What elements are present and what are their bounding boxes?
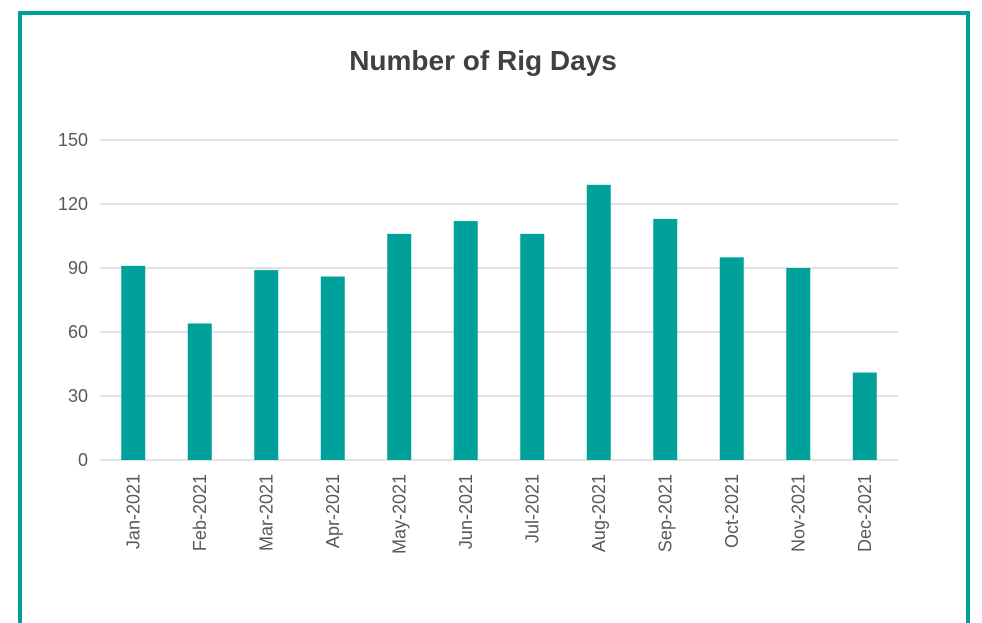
y-tick-label: 90 xyxy=(68,258,88,278)
y-tick-label: 0 xyxy=(78,450,88,470)
x-tick-label: Dec-2021 xyxy=(855,474,875,552)
x-tick-label: Apr-2021 xyxy=(323,474,343,548)
x-tick-label: Sep-2021 xyxy=(655,474,675,552)
x-tick-label: Mar-2021 xyxy=(256,474,276,551)
x-tick-label: Oct-2021 xyxy=(722,474,742,548)
x-tick-label: Jul-2021 xyxy=(522,474,542,543)
y-tick-label: 120 xyxy=(58,194,88,214)
bar xyxy=(121,265,146,460)
bar xyxy=(387,233,412,460)
frame xyxy=(18,11,970,623)
bar xyxy=(453,221,478,460)
bar xyxy=(520,233,545,460)
x-tick-label: Feb-2021 xyxy=(190,474,210,551)
bar xyxy=(653,218,678,460)
y-tick-label: 150 xyxy=(58,130,88,150)
bar xyxy=(254,270,279,460)
y-tick-label: 60 xyxy=(68,322,88,342)
bar xyxy=(719,257,744,460)
x-tick-label: Jun-2021 xyxy=(456,474,476,549)
bar xyxy=(852,372,877,460)
bar xyxy=(786,268,811,460)
bar xyxy=(586,184,611,461)
bar xyxy=(320,276,345,460)
bar xyxy=(187,323,212,460)
chart-title: Number of Rig Days xyxy=(349,45,617,76)
x-tick-label: Nov-2021 xyxy=(788,474,808,552)
x-tick-label: Aug-2021 xyxy=(589,474,609,552)
y-tick-label: 30 xyxy=(68,386,88,406)
x-tick-label: May-2021 xyxy=(389,474,409,554)
x-tick-label: Jan-2021 xyxy=(123,474,143,549)
